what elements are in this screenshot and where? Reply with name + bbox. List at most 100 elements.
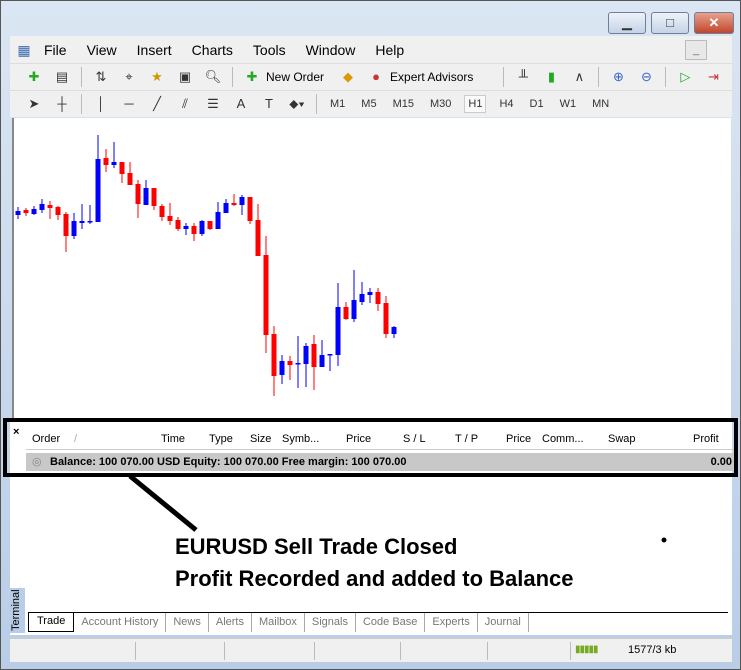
col-order[interactable]: Order (32, 433, 61, 445)
col-type[interactable]: Type (209, 433, 233, 445)
crosshair-navigator-icon[interactable]: ⌖ (125, 69, 133, 84)
candle-body (191, 226, 197, 234)
col-swap[interactable]: Swap (608, 433, 636, 445)
favorites-icon[interactable]: ★ (151, 69, 163, 84)
tab-news[interactable]: News (166, 613, 209, 632)
col-profit[interactable]: Profit (693, 433, 719, 445)
menu-view[interactable]: View (86, 41, 117, 58)
candle-body (255, 220, 261, 256)
col-price[interactable]: Price (346, 433, 372, 445)
tab-account-history[interactable]: Account History (74, 613, 167, 632)
maximize-button[interactable]: □ (651, 12, 689, 34)
horizontal-line-icon[interactable]: ─ (124, 96, 134, 111)
new-chart-icon[interactable]: ✚ (28, 69, 40, 84)
timeframe-m30[interactable]: M30 (429, 98, 452, 110)
expert-advisors-icon[interactable]: ● (372, 69, 380, 84)
price-chart[interactable] (12, 118, 731, 418)
menu-insert[interactable]: Insert (136, 41, 172, 58)
col-symbol[interactable]: Symb... (282, 433, 320, 445)
col-sl[interactable]: S / L (403, 433, 426, 445)
timeframe-m15[interactable]: M15 (392, 98, 414, 110)
app-logo-icon: ▦ (17, 41, 31, 58)
crosshair-icon[interactable]: ┼ (57, 96, 67, 111)
tab-signals[interactable]: Signals (305, 613, 356, 632)
timeframe-mn[interactable]: MN (592, 98, 610, 110)
col-tp[interactable]: T / P (455, 433, 479, 445)
candle (175, 217, 181, 231)
candle (359, 282, 365, 305)
candle (263, 236, 269, 353)
timeframe-m5[interactable]: M5 (361, 98, 377, 110)
expert-advisors-button[interactable]: Expert Advisors (390, 70, 474, 84)
annotation-line-1: EURUSD Sell Trade Closed (175, 534, 458, 559)
candle-body (303, 346, 309, 364)
candle (95, 135, 101, 222)
equidistant-channel-icon[interactable]: ⫽ (182, 96, 188, 111)
candle (151, 188, 157, 210)
total-profit: 0.00 (710, 456, 732, 468)
menu-window[interactable]: Window (305, 41, 356, 58)
terminal-icon[interactable]: ▣ (178, 69, 192, 84)
tab-journal[interactable]: Journal (478, 613, 529, 632)
vertical-line-icon[interactable]: │ (96, 96, 106, 111)
candle-body (127, 173, 133, 185)
zoom-out-icon[interactable]: ⊖ (640, 69, 652, 84)
market-watch-icon[interactable]: ⇅ (95, 69, 107, 84)
tab-code-base[interactable]: Code Base (356, 613, 426, 632)
candle-body (183, 226, 189, 229)
auto-scroll-icon[interactable]: ▷ (680, 69, 691, 84)
trendline-icon[interactable]: ╱ (153, 96, 161, 111)
terminal-tabs: Trade Account History News Alerts Mailbo… (28, 612, 728, 632)
bar-chart-icon[interactable]: ╨ (518, 69, 528, 84)
candle-body (383, 303, 389, 334)
new-order-button[interactable]: New Order (266, 70, 325, 84)
col-size[interactable]: Size (250, 433, 272, 445)
text-label-icon[interactable]: T (265, 96, 273, 111)
alert-icon[interactable]: ◆ (343, 69, 354, 84)
candle-body (135, 184, 141, 204)
candle (391, 326, 397, 338)
menu-tools[interactable]: Tools (252, 41, 286, 58)
tab-mailbox[interactable]: Mailbox (252, 613, 305, 632)
col-time[interactable]: Time (161, 433, 186, 445)
tester-icon[interactable]: 🔍︎ (204, 69, 222, 84)
line-chart-icon[interactable]: ∧ (574, 69, 585, 84)
arrows-icon[interactable]: ⬥▾ (289, 96, 305, 111)
timeframe-h4[interactable]: H4 (499, 98, 514, 110)
col-current-price[interactable]: Price (506, 433, 532, 445)
zoom-in-icon[interactable]: ⊕ (612, 69, 624, 84)
candle (271, 326, 277, 396)
candlestick-chart-icon[interactable]: ▮ (547, 69, 555, 84)
fibonacci-icon[interactable]: ☰ (207, 96, 219, 111)
new-order-icon[interactable]: ✚ (246, 69, 258, 84)
candle (311, 335, 317, 390)
menu-file[interactable]: File (44, 41, 67, 58)
candle-body (95, 159, 101, 222)
tab-alerts[interactable]: Alerts (209, 613, 252, 632)
terminal-close-icon[interactable]: × (13, 426, 20, 438)
menu-charts[interactable]: Charts (191, 41, 233, 58)
annotation-line-2: Profit Recorded and added to Balance (175, 566, 574, 591)
child-minimize-button[interactable]: _ (685, 40, 707, 60)
minimize-button[interactable]: ▁ (608, 12, 646, 34)
candle (319, 340, 325, 367)
timeframe-m1[interactable]: M1 (330, 98, 346, 110)
cursor-icon[interactable]: ➤ (28, 96, 40, 111)
candle-body (247, 197, 253, 221)
timeframe-w1[interactable]: W1 (559, 98, 577, 110)
profiles-icon[interactable]: ▤ (55, 69, 69, 84)
timeframe-h1[interactable]: H1 (464, 95, 487, 113)
tab-experts[interactable]: Experts (425, 613, 478, 632)
candle-body (319, 355, 325, 367)
col-commission[interactable]: Comm... (542, 433, 584, 445)
timeframe-d1[interactable]: D1 (529, 98, 544, 110)
text-icon[interactable]: A (236, 96, 246, 111)
close-button[interactable]: ✕ (694, 12, 734, 34)
tab-trade[interactable]: Trade (28, 613, 75, 632)
menu-help[interactable]: Help (375, 41, 405, 58)
balance-row[interactable]: ◎ Balance: 100 070.00 USD Equity: 100 07… (26, 453, 736, 471)
candle-body (311, 344, 317, 367)
chart-shift-icon[interactable]: ⇥ (707, 69, 719, 84)
candle-body (223, 203, 229, 213)
